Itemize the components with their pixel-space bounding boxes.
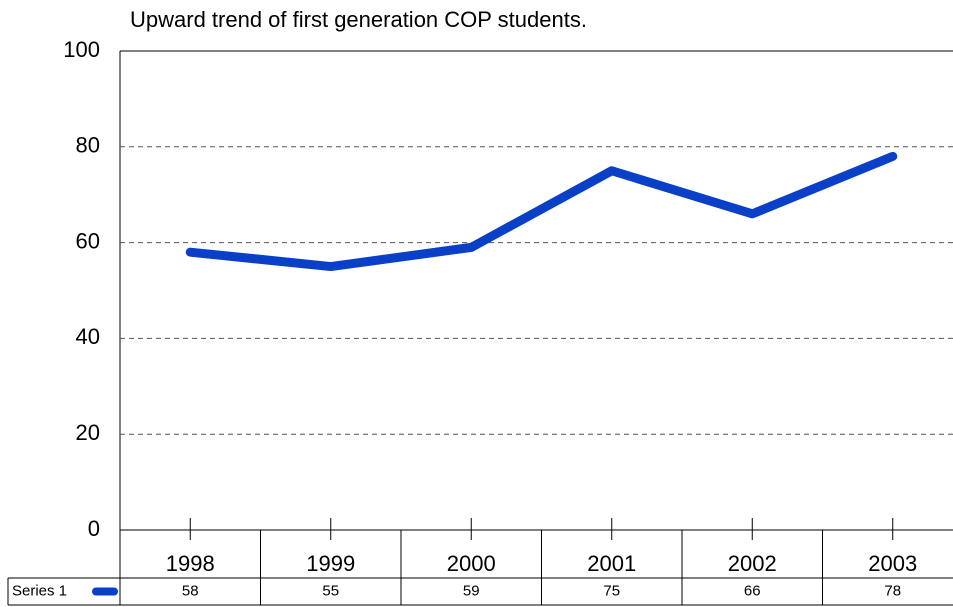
table-value: 59 <box>463 582 480 599</box>
y-tick-label: 80 <box>76 133 100 158</box>
series-line <box>185 151 898 272</box>
y-tick-label: 0 <box>88 516 100 541</box>
x-tick-label: 1998 <box>166 551 215 576</box>
chart-title: Upward trend of first generation COP stu… <box>130 7 587 32</box>
table-value: 58 <box>182 582 199 599</box>
table-value: 66 <box>744 582 761 599</box>
y-tick-label: 60 <box>76 228 100 253</box>
x-tick-label: 2000 <box>447 551 496 576</box>
table-value: 55 <box>322 582 339 599</box>
x-tick-label: 2001 <box>587 551 636 576</box>
y-tick-label: 100 <box>63 37 100 62</box>
table-value: 78 <box>884 582 901 599</box>
y-tick-label: 40 <box>76 324 100 349</box>
table-value: 75 <box>603 582 620 599</box>
x-tick-label: 1999 <box>306 551 355 576</box>
x-tick-label: 2003 <box>868 551 917 576</box>
legend-label: Series 1 <box>12 582 67 599</box>
y-tick-label: 20 <box>76 420 100 445</box>
x-tick-label: 2002 <box>728 551 777 576</box>
